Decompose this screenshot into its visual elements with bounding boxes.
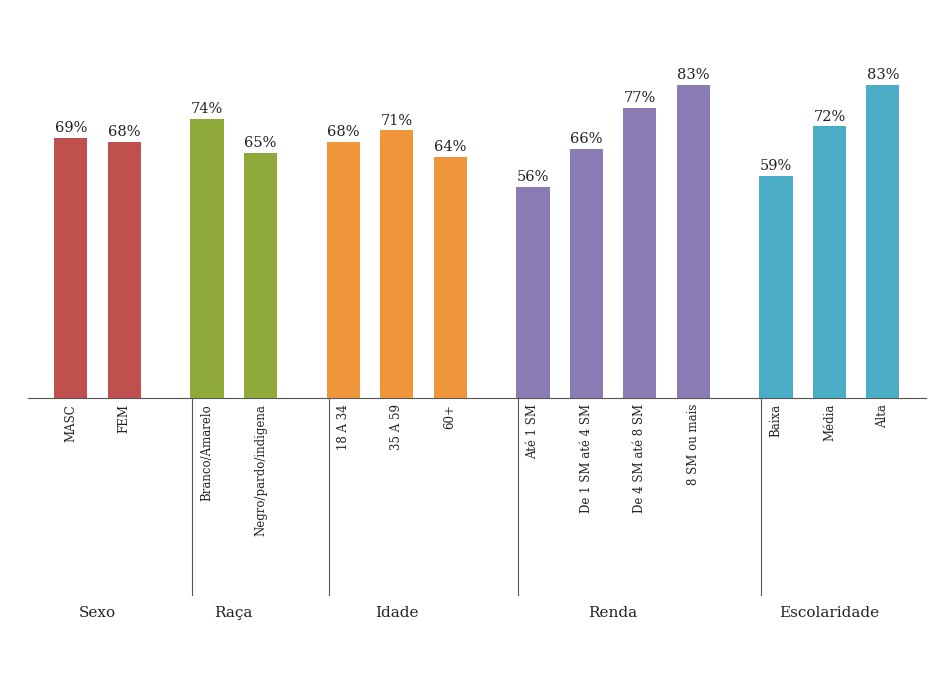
Bar xyxy=(326,142,360,398)
Bar xyxy=(381,131,413,398)
Text: 83%: 83% xyxy=(677,68,710,82)
Text: Raça: Raça xyxy=(214,607,253,620)
Bar xyxy=(759,175,793,398)
Text: Escolaridade: Escolaridade xyxy=(780,607,880,620)
Bar xyxy=(569,149,603,398)
Text: Renda: Renda xyxy=(588,607,638,620)
Bar xyxy=(624,107,656,398)
Bar xyxy=(244,153,277,398)
Bar xyxy=(54,137,87,398)
Text: 71%: 71% xyxy=(381,113,412,128)
Bar xyxy=(191,119,223,398)
Text: 65%: 65% xyxy=(244,136,277,150)
Text: 74%: 74% xyxy=(191,102,223,116)
Text: 59%: 59% xyxy=(760,159,792,173)
Text: 56%: 56% xyxy=(517,170,549,184)
Bar xyxy=(867,85,899,398)
Text: 69%: 69% xyxy=(54,121,87,135)
Text: 64%: 64% xyxy=(434,140,467,154)
Text: 77%: 77% xyxy=(624,91,656,105)
Bar xyxy=(516,187,550,398)
Bar xyxy=(677,85,710,398)
Text: Idade: Idade xyxy=(375,607,419,620)
Text: 66%: 66% xyxy=(570,133,603,146)
Text: Sexo: Sexo xyxy=(79,607,116,620)
Text: 68%: 68% xyxy=(327,125,360,139)
Text: 83%: 83% xyxy=(867,68,899,82)
Bar xyxy=(434,157,467,398)
Bar xyxy=(813,126,846,398)
Bar xyxy=(108,142,141,398)
Text: 72%: 72% xyxy=(813,110,845,124)
Text: 68%: 68% xyxy=(108,125,140,139)
